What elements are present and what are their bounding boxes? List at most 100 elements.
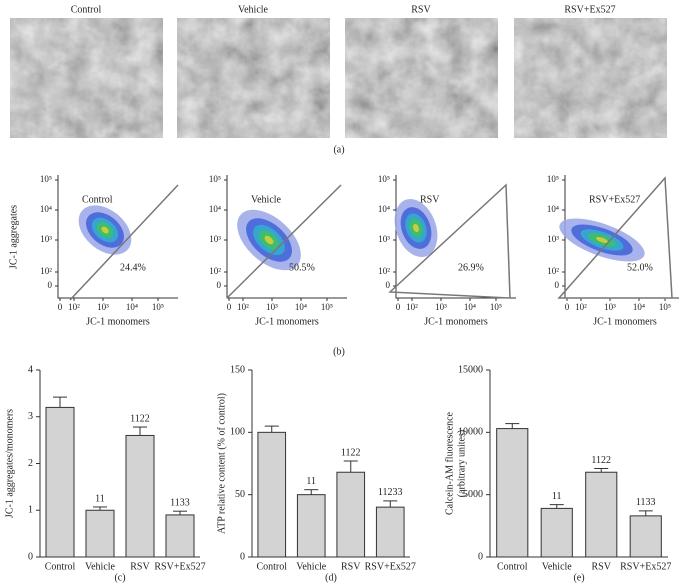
y-tick-label: 3	[28, 411, 33, 422]
x-axis-label: JC-1 monomers	[86, 316, 150, 327]
x-tick-label: 10²	[68, 302, 80, 312]
bar	[496, 428, 529, 558]
flow-plot: 0 10² 10³ 10⁴ 10⁵ 10⁵ 10⁴ 10³ 10² 0 Vehicle 50.5% JC…	[209, 174, 347, 327]
y-tick-label: 10⁵	[209, 174, 221, 184]
y-tick-label: 0	[28, 551, 33, 562]
flow-panel-label: RSV+Ex527	[589, 194, 640, 205]
y-tick-label: 0	[386, 280, 391, 290]
y-tick-label: 10³	[209, 234, 221, 244]
y-tick-label: 10²	[547, 266, 559, 276]
density-cloud	[101, 226, 109, 234]
bar	[296, 494, 326, 558]
x-tick-label: RSV+Ex527	[620, 561, 671, 572]
y-tick-label: 150	[230, 364, 245, 375]
y-tick-label: 100	[230, 427, 245, 438]
x-tick-label: 10⁴	[295, 302, 307, 312]
gate	[388, 183, 511, 299]
bar	[257, 431, 287, 558]
y-tick-label: 0	[240, 551, 245, 562]
x-axis-label: JC-1 monomers	[255, 316, 319, 327]
y-axis-label: ATP relative content (% of control)	[216, 393, 227, 534]
significance-label: 11233	[378, 487, 403, 498]
density-cloud	[413, 223, 419, 233]
y-tick-label: 15000	[458, 364, 483, 375]
significance-label: 1122	[591, 455, 611, 466]
y-tick-label: 2	[28, 458, 33, 469]
gate-percent: 26.9%	[458, 262, 484, 273]
bar	[45, 406, 75, 558]
x-tick-label: RSV	[341, 561, 361, 572]
y-tick-label: 1	[28, 505, 33, 516]
density-cloud	[264, 235, 274, 245]
x-tick-label: RSV+Ex527	[154, 561, 205, 572]
micrograph	[514, 18, 667, 138]
bar	[85, 509, 115, 558]
gate-percent: 50.5%	[289, 262, 315, 273]
y-axis-label: JC-1 aggregates/monomers	[4, 409, 15, 518]
y-tick-label: 10³	[378, 234, 390, 244]
y-axis-label: (arbitrary unites)	[456, 430, 467, 497]
y-tick-label: 10³	[40, 234, 52, 244]
bar	[629, 515, 662, 558]
y-tick-label: 10⁴	[378, 204, 390, 214]
flow-panel-label: Vehicle	[251, 194, 282, 205]
panel-label: (a)	[333, 144, 344, 155]
y-tick-label: 10²	[378, 266, 390, 276]
flow-plot: 0 10² 10³ 10⁴ 10⁵ 10⁵ 10⁴ 10³ 10² 0 Control 24.4% JC…	[40, 174, 179, 327]
gate-percent: 24.4%	[120, 262, 146, 273]
y-tick-label: 10⁴	[547, 204, 559, 214]
x-tick-label: Vehicle	[542, 561, 573, 572]
axis	[57, 175, 178, 299]
bar	[125, 434, 155, 558]
x-tick-label: 0	[565, 302, 570, 312]
y-tick-label: 10⁵	[378, 174, 390, 184]
x-tick-label: 0	[58, 302, 63, 312]
gate	[557, 176, 673, 299]
x-tick-label: 10⁵	[321, 302, 333, 312]
x-tick-label: 10⁵	[152, 302, 164, 312]
micrograph-label: RSV	[411, 4, 431, 15]
x-axis-label: JC-1 monomers	[424, 316, 488, 327]
bar	[375, 506, 405, 558]
y-tick-label: 10⁴	[40, 204, 52, 214]
panel-label: (e)	[573, 572, 584, 583]
bar	[585, 471, 618, 558]
micrograph-label: Vehicle	[238, 4, 269, 15]
x-tick-label: Control	[45, 561, 76, 572]
y-tick-label: 10³	[547, 234, 559, 244]
gate	[69, 184, 179, 301]
micrograph-label: Control	[71, 4, 102, 15]
x-tick-label: 0	[227, 302, 232, 312]
x-tick-label: 10³	[97, 302, 109, 312]
micrograph	[10, 18, 163, 138]
y-axis-label: JC-1 aggregates	[8, 205, 19, 269]
flow-plot: 0 10² 10³ 10⁴ 10⁵ 10⁵ 10⁴ 10³ 10² 0 RSV 26.9% JC-1 m…	[378, 174, 516, 327]
x-tick-label: RSV	[592, 561, 612, 572]
y-tick-label: 5000	[463, 489, 483, 500]
x-tick-label: 10⁴	[126, 302, 138, 312]
bar	[165, 514, 195, 558]
x-tick-label: Control	[256, 561, 287, 572]
y-tick-label: 50	[235, 489, 245, 500]
x-tick-label: 10⁴	[633, 302, 645, 312]
x-axis-label: JC-1 monomers	[593, 316, 657, 327]
x-tick-label: 10⁵	[659, 302, 671, 312]
x-tick-label: 10³	[266, 302, 278, 312]
gate	[226, 184, 342, 299]
gate-percent: 52.0%	[627, 262, 653, 273]
x-tick-label: Vehicle	[85, 561, 116, 572]
y-tick-label: 0	[478, 551, 483, 562]
x-tick-label: 10²	[406, 302, 418, 312]
y-tick-label: 10⁵	[547, 174, 559, 184]
significance-label: 11	[552, 491, 562, 502]
significance-label: 1122	[130, 413, 150, 424]
significance-label: 11	[95, 493, 105, 504]
x-tick-label: 10⁵	[490, 302, 502, 312]
panel-label: (c)	[114, 572, 125, 583]
x-tick-label: RSV	[130, 561, 150, 572]
y-tick-label: 0	[217, 280, 222, 290]
micrograph-label: RSV+Ex527	[564, 4, 615, 15]
x-tick-label: Vehicle	[296, 561, 327, 572]
y-tick-label: 4	[28, 364, 33, 375]
